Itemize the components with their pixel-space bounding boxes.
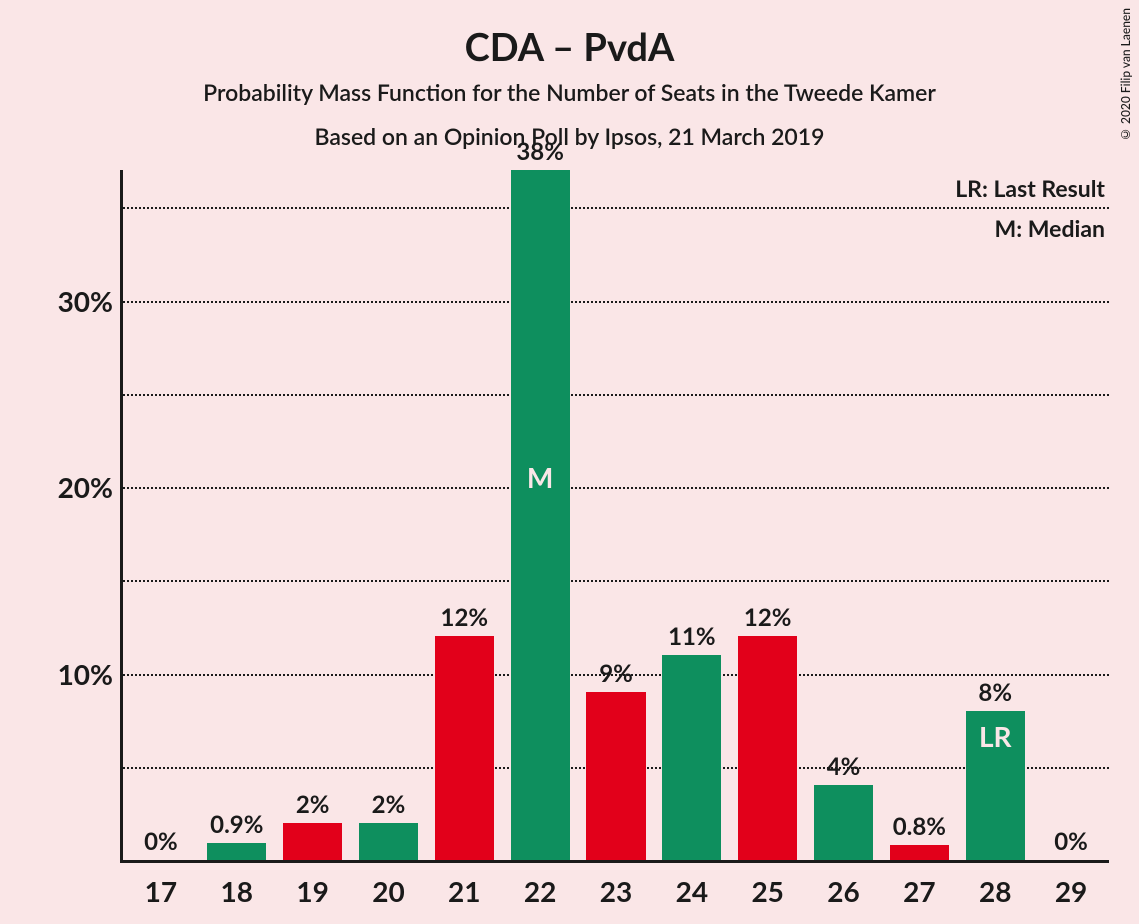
x-tick-label: 18 — [221, 860, 253, 908]
chart-subtitle-1: Probability Mass Function for the Number… — [0, 78, 1139, 106]
gridline — [123, 394, 1109, 396]
bar-value-label: 12% — [441, 603, 489, 636]
chart-subtitle-2: Based on an Opinion Poll by Ipsos, 21 Ma… — [0, 122, 1139, 150]
bar-value-label: 4% — [827, 752, 861, 785]
bar-value-label: 9% — [599, 659, 633, 692]
plot-area: 10%20%30%170%180.9%192%202%2112%2238%M23… — [123, 170, 1109, 860]
bar-value-label: 0.9% — [210, 810, 263, 843]
x-tick-label: 23 — [600, 860, 632, 908]
bar — [814, 785, 873, 860]
y-tick-label: 10% — [58, 657, 123, 691]
x-tick-label: 26 — [827, 860, 859, 908]
bar — [738, 636, 797, 860]
bar — [435, 636, 494, 860]
gridline — [123, 207, 1109, 209]
gridline — [123, 580, 1109, 582]
bar-value-label: 38% — [516, 137, 564, 170]
x-tick-label: 20 — [372, 860, 404, 908]
bar-value-label: 0.8% — [893, 812, 946, 845]
y-axis — [120, 170, 123, 863]
x-tick-label: 22 — [524, 860, 556, 908]
x-tick-label: 19 — [296, 860, 328, 908]
gridline — [123, 487, 1109, 489]
x-tick-label: 21 — [448, 860, 480, 908]
median-marker: M — [527, 460, 553, 494]
bar — [586, 692, 645, 860]
bar-value-label: 2% — [296, 790, 330, 823]
bar-value-label: 11% — [668, 622, 716, 655]
bar-value-label: 8% — [978, 678, 1012, 711]
bar-value-label: 0% — [1054, 827, 1088, 860]
bar — [511, 170, 570, 860]
bar — [207, 843, 266, 860]
y-tick-label: 20% — [58, 470, 123, 504]
x-tick-label: 28 — [979, 860, 1011, 908]
x-tick-label: 25 — [751, 860, 783, 908]
bar — [283, 823, 342, 860]
bar-value-label: 2% — [372, 790, 406, 823]
chart-title: CDA – PvdA — [0, 24, 1139, 70]
y-tick-label: 30% — [58, 284, 123, 318]
gridline — [123, 301, 1109, 303]
bar — [890, 845, 949, 860]
x-tick-label: 24 — [676, 860, 708, 908]
bar — [359, 823, 418, 860]
x-tick-label: 29 — [1055, 860, 1087, 908]
bar-value-label: 0% — [144, 827, 178, 860]
last-result-marker: LR — [979, 719, 1012, 753]
bar-value-label: 12% — [744, 603, 792, 636]
x-tick-label: 17 — [145, 860, 177, 908]
copyright-text: © 2020 Filip van Laenen — [1118, 8, 1133, 142]
bar — [662, 655, 721, 860]
x-tick-label: 27 — [903, 860, 935, 908]
